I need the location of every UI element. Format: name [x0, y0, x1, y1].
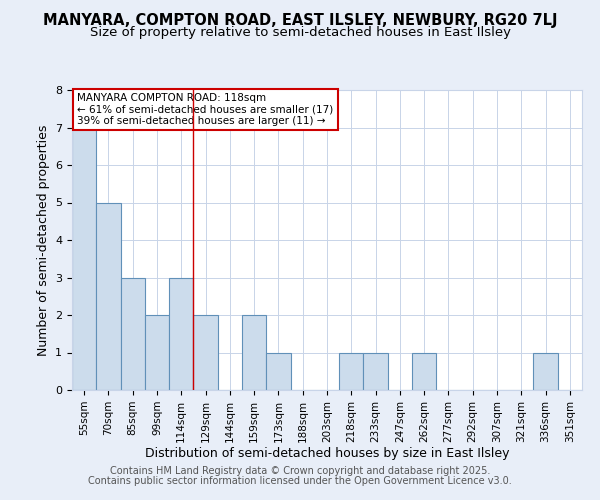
Bar [266, 352, 290, 390]
Bar [242, 315, 266, 390]
Y-axis label: Number of semi-detached properties: Number of semi-detached properties [37, 124, 50, 356]
X-axis label: Distribution of semi-detached houses by size in East Ilsley: Distribution of semi-detached houses by … [145, 448, 509, 460]
Text: Size of property relative to semi-detached houses in East Ilsley: Size of property relative to semi-detach… [89, 26, 511, 39]
Bar [339, 352, 364, 390]
Bar [96, 202, 121, 390]
Bar [72, 128, 96, 390]
Bar [412, 352, 436, 390]
Text: MANYARA COMPTON ROAD: 118sqm
← 61% of semi-detached houses are smaller (17)
39% : MANYARA COMPTON ROAD: 118sqm ← 61% of se… [77, 93, 334, 126]
Bar [533, 352, 558, 390]
Text: Contains HM Land Registry data © Crown copyright and database right 2025.: Contains HM Land Registry data © Crown c… [110, 466, 490, 476]
Text: MANYARA, COMPTON ROAD, EAST ILSLEY, NEWBURY, RG20 7LJ: MANYARA, COMPTON ROAD, EAST ILSLEY, NEWB… [43, 12, 557, 28]
Text: Contains public sector information licensed under the Open Government Licence v3: Contains public sector information licen… [88, 476, 512, 486]
Bar [364, 352, 388, 390]
Bar [145, 315, 169, 390]
Bar [193, 315, 218, 390]
Bar [121, 278, 145, 390]
Bar [169, 278, 193, 390]
